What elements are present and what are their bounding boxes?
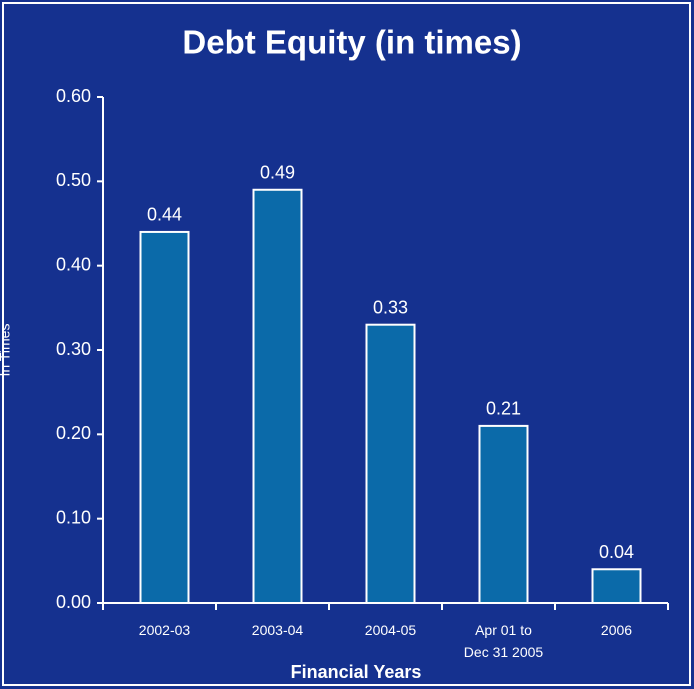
x-tick-label: Apr 01 to Dec 31 2005 [463,622,544,660]
chart-title: Debt Equity (in times) [182,24,521,61]
data-label: 0.44 [147,205,182,225]
bar [365,323,416,604]
data-label: 0.49 [260,163,295,183]
y-tick-label: 0.00 [56,592,91,612]
bar [478,424,529,604]
y-tick-label: 0.10 [56,507,91,527]
y-axis-label: In Times [0,324,13,377]
y-tick-label: 0.20 [56,423,91,443]
data-label: 0.04 [599,542,634,562]
data-label: 0.33 [373,297,408,317]
y-tick-label: 0.60 [56,86,91,106]
x-tick-label: 2004-05 [364,622,417,638]
y-tick-label: 0.50 [56,170,91,190]
bar [252,188,303,604]
y-tick-label: 0.30 [56,339,91,359]
x-axis-label: Financial Years [291,662,422,682]
x-tick-label: 2003-04 [251,622,304,638]
y-tick-label: 0.40 [56,254,91,274]
bar [139,230,190,605]
x-tick-label: 2002-03 [138,622,191,638]
x-tick-label: 2006 [600,622,633,638]
bar [591,568,642,604]
data-label: 0.21 [486,399,521,419]
